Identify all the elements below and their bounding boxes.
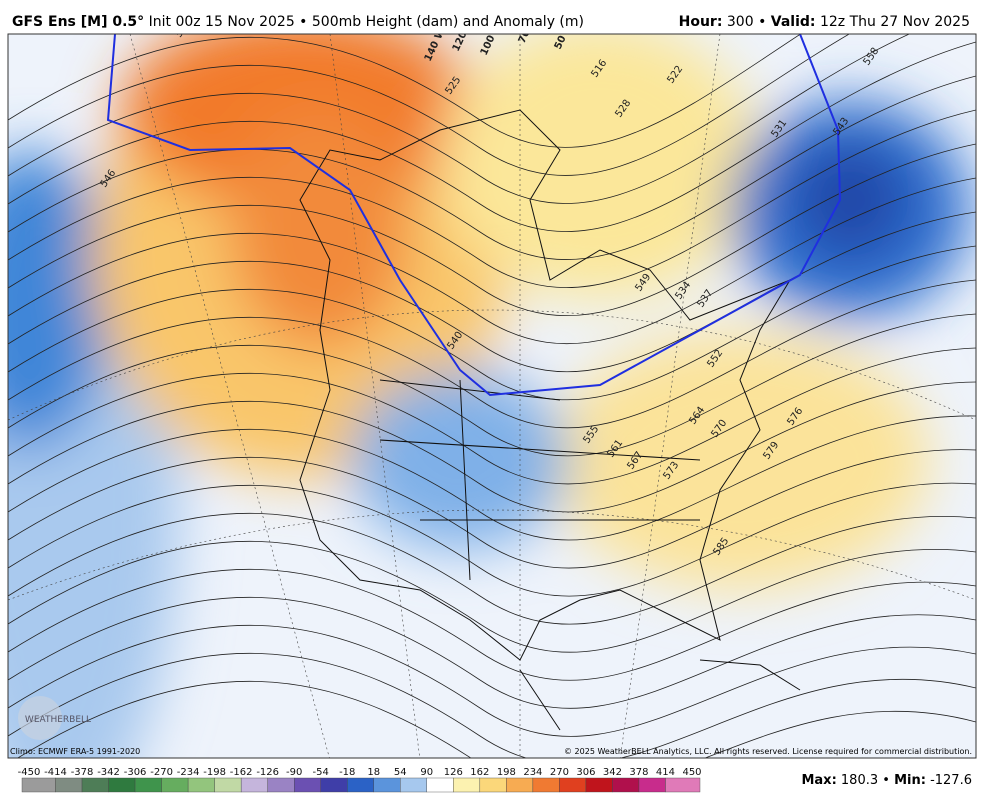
header-valid: Hour: 300 • Valid: 12z Thu 27 Nov 2025 — [679, 14, 970, 30]
contour-line — [8, 415, 976, 541]
colorbar-cell — [559, 777, 587, 793]
colorbar-cell — [267, 777, 295, 793]
contour-line — [8, 625, 976, 737]
colorbar-label: -342 — [97, 767, 120, 778]
colorbar-label: -306 — [124, 767, 147, 778]
colorbar-cell — [400, 777, 427, 793]
colorbar-cell — [214, 777, 242, 793]
colorbar-label: -90 — [286, 767, 302, 778]
colorbar-cell — [373, 777, 401, 793]
model: GFS Ens [M] 0.5° — [12, 14, 144, 30]
contour-line — [8, 347, 976, 485]
colorbar-cell — [479, 777, 507, 793]
colorbar-label: 162 — [470, 767, 489, 778]
colorbar-label: 270 — [550, 767, 569, 778]
colorbar-label: 18 — [367, 767, 380, 778]
colorbar-cell — [55, 777, 83, 793]
contour-line — [8, 313, 976, 457]
colorbar-cell — [453, 777, 481, 793]
valid-label: Valid: — [771, 14, 816, 30]
copyright: © 2025 WeatherBELL Analytics, LLC. All r… — [564, 747, 972, 756]
colorbar-cell — [638, 777, 666, 793]
colorbar-label: -162 — [230, 767, 253, 778]
contour-line — [8, 34, 851, 176]
colorbar-cell — [347, 777, 374, 793]
contour-line — [8, 143, 976, 317]
contour-line — [8, 449, 976, 569]
colorbar-cell — [81, 777, 109, 793]
colorbar-label: 414 — [656, 767, 675, 778]
colorbar-cell — [426, 777, 454, 793]
logo: WEATHERBELL — [25, 715, 91, 725]
colorbar-cell — [506, 777, 534, 793]
contour-line — [8, 653, 976, 758]
colorbar-label: 234 — [523, 767, 542, 778]
contour-line — [8, 177, 976, 345]
contour-line — [8, 41, 976, 232]
colorbar-cell — [21, 777, 56, 793]
colorbar-label: 342 — [603, 767, 622, 778]
colorbar-cell — [240, 777, 268, 793]
colorbar-label: 306 — [576, 767, 595, 778]
colorbar-label: 198 — [497, 767, 516, 778]
contour-line — [8, 381, 976, 513]
colorbar-label: -450 — [18, 767, 41, 778]
colorbar-cell — [108, 777, 136, 793]
colorbar-label: 90 — [420, 767, 433, 778]
hour-value: 300 • — [727, 14, 766, 30]
colorbar-label: -378 — [71, 767, 94, 778]
contour-line — [8, 245, 976, 401]
colorbar-cell — [665, 777, 701, 793]
contour-line — [8, 34, 911, 204]
colorbar-label: -234 — [177, 767, 200, 778]
max-label: Max: — [801, 773, 836, 788]
min-value: -127.6 — [930, 773, 972, 788]
contour-line — [8, 279, 976, 429]
colorbar-label: 378 — [629, 767, 648, 778]
colorbar-cell — [161, 777, 189, 793]
contour-line — [17, 681, 976, 758]
contour-line — [8, 597, 976, 709]
colorbar-cell — [320, 777, 348, 793]
header-title: GFS Ens [M] 0.5° Init 00z 15 Nov 2025 • … — [12, 14, 584, 30]
contour-line — [8, 75, 976, 260]
colorbar-cell — [134, 777, 162, 793]
contour-label: 537 — [173, 18, 193, 40]
contour-line — [8, 569, 976, 681]
colorbar: -450 -414 -378 -342 -306 -270 -234 -198 -162 -126… — [18, 767, 702, 793]
min-label: Min: — [894, 773, 926, 788]
colorbar-label: 450 — [682, 767, 701, 778]
colorbar-label: -414 — [44, 767, 67, 778]
colorbar-cell — [294, 777, 321, 793]
hour-label: Hour: — [679, 14, 723, 30]
contour-line — [8, 109, 976, 289]
colorbar-label: -54 — [313, 767, 329, 778]
max-value: 180.3 • — [841, 773, 890, 788]
colorbar-label: -270 — [150, 767, 173, 778]
colorbar-label: -198 — [203, 767, 226, 778]
contour-line — [8, 513, 976, 625]
run-info: Init 00z 15 Nov 2025 • 500mb Height (dam… — [149, 14, 584, 30]
contour-line — [8, 482, 976, 597]
climo-note: Climo: ECMWF ERA-5 1991-2020 — [10, 747, 140, 756]
contour-line — [8, 541, 976, 653]
colorbar-label: 126 — [444, 767, 463, 778]
colorbar-label: -126 — [256, 767, 279, 778]
colorbar-label: -18 — [339, 767, 355, 778]
longitude-label: 70 W — [517, 15, 539, 45]
colorbar-label: 54 — [394, 767, 407, 778]
max-min: Max: 180.3 • Min: -127.6 — [801, 773, 972, 788]
colorbar-cell — [585, 777, 613, 793]
colorbar-cell — [187, 777, 215, 793]
valid-value: 12z Thu 27 Nov 2025 — [820, 14, 970, 30]
colorbar-cell — [612, 777, 640, 793]
colorbar-cell — [532, 777, 560, 793]
